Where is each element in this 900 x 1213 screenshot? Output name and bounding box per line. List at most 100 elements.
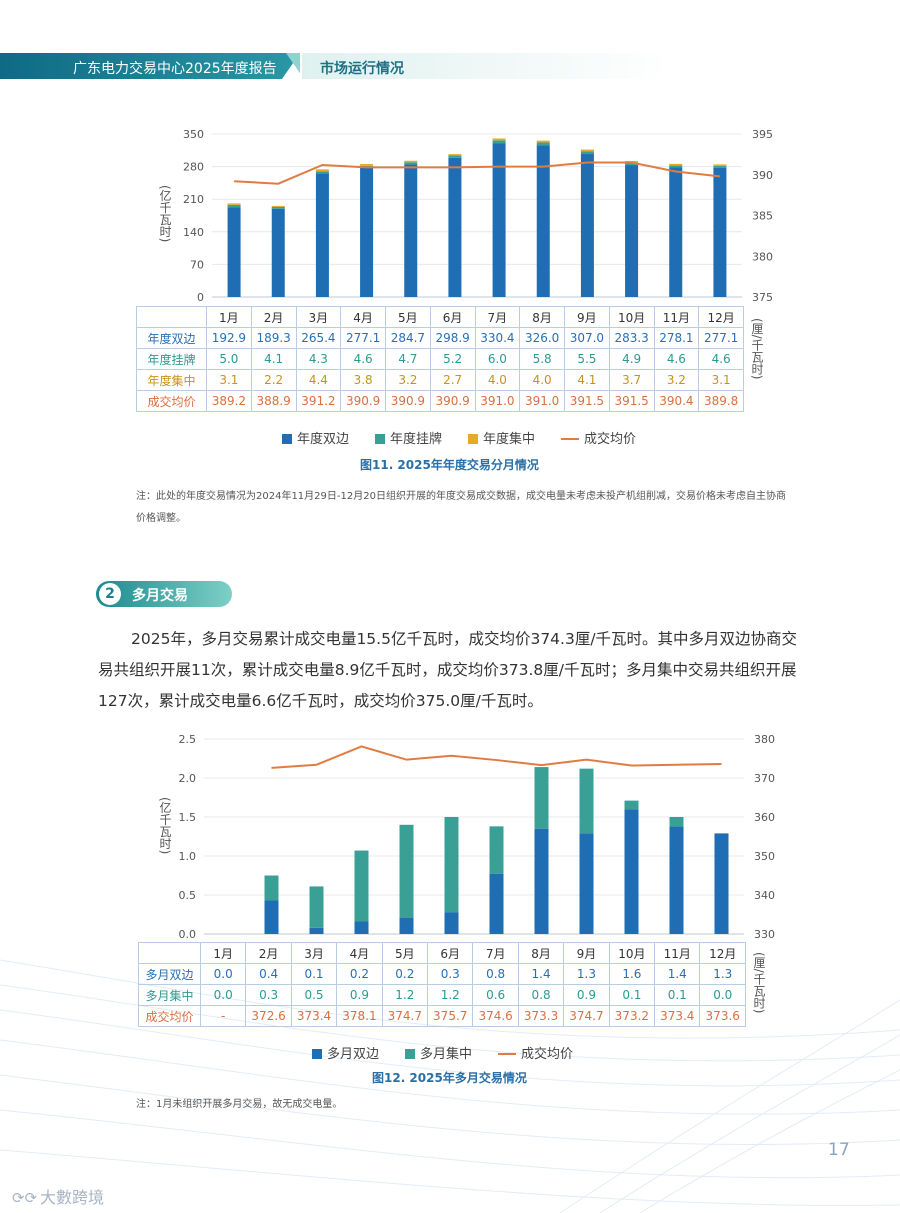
legend-swatch (468, 434, 479, 444)
table-cell: 0.3 (427, 963, 474, 985)
watermark-logo-icon: ⟳⟳ (12, 1189, 38, 1207)
y2-tick-label: 360 (754, 811, 775, 824)
table-cell: 0.0 (699, 984, 746, 1006)
bar-多月双边 (534, 828, 549, 934)
y-tick-label: 0.5 (179, 889, 197, 902)
month-header: 8月 (519, 306, 565, 328)
bar-年度挂牌 (580, 151, 594, 155)
section-number: 2 (99, 583, 121, 605)
table-cell: 0.8 (472, 963, 519, 985)
table-cell: 330.4 (474, 327, 521, 349)
chart1-caption: 图11. 2025年年度交易分月情况 (360, 458, 539, 472)
chart-multi-month: 0.0 0.5 1.0 1.5 2.0 2.5 330 340 350 360 370 380 (179, 733, 776, 941)
table-cell: 278.1 (653, 327, 700, 349)
table-cell: 373.6 (699, 1005, 746, 1027)
table-cell: 390.9 (340, 390, 386, 412)
table-cell: 0.8 (517, 984, 565, 1006)
chart1-right-unit: (厘/千瓦时) (750, 318, 764, 380)
table-cell: 265.4 (295, 327, 342, 349)
table-cell: 372.6 (245, 1005, 292, 1027)
bar-年度双边 (625, 165, 639, 297)
table-cell: 374.7 (381, 1005, 429, 1027)
section-title: 多月交易 (132, 588, 188, 604)
chart2-left-unit: (亿千瓦时) (158, 797, 172, 855)
bar-年度双边 (360, 167, 374, 297)
table-cell: 0.5 (290, 984, 338, 1006)
month-header: 9月 (564, 306, 610, 328)
month-header: 5月 (385, 306, 431, 328)
table-cell: 0.0 (199, 984, 247, 1006)
bar-多月集中 (579, 768, 594, 834)
table-row: 成交均价 -372.6 373.4 378.1 374.7 375.7 374.6 373.3… (138, 1005, 746, 1027)
table-cell: 3.1 (698, 369, 744, 391)
bar-多月集中 (489, 826, 504, 874)
chart1-legend: 年度双边 年度挂牌 年度集中 成交均价 (282, 428, 662, 447)
y-tick-label: 2.0 (179, 772, 197, 785)
chart2-note: 注：1月未组织开展多月交易，故无成交电量。 (136, 1099, 343, 1110)
row-label: 年度双边 (136, 327, 207, 349)
legend-label: 成交均价 (584, 432, 637, 447)
row-label: 年度集中 (136, 369, 207, 391)
table-row: 成交均价 389.2 388.9 391.2 390.9 390.9 390.9 391.0 3… (136, 390, 744, 412)
table-cell: 284.7 (385, 327, 431, 349)
y2-tick-label: 340 (754, 889, 775, 902)
bar-多月双边 (309, 927, 324, 934)
bar-多月集中 (534, 767, 549, 829)
month-header: 7月 (472, 942, 519, 964)
table-cell: 2.7 (429, 369, 476, 391)
bar-多月集中 (669, 817, 684, 827)
month-header: 2月 (250, 306, 297, 328)
y2-tick-label: 380 (752, 250, 773, 263)
section-title-text: 市场运行情况 (320, 61, 404, 77)
chart1-left-unit: (亿千瓦时) (158, 185, 172, 243)
month-header: 3月 (290, 942, 338, 964)
bar-多月集中 (309, 886, 324, 928)
bar-年度挂牌 (669, 165, 683, 168)
table-cell: 390.4 (653, 390, 700, 412)
table-cell: 2.2 (250, 369, 297, 391)
bar-多月双边 (399, 917, 414, 934)
bar-年度挂牌 (315, 171, 329, 174)
section-heading: 2 多月交易 (96, 581, 232, 607)
bar-多月集中 (399, 824, 414, 918)
y2-tick-label: 390 (752, 169, 773, 182)
y2-tick-label: 395 (752, 128, 773, 141)
table-cell: 4.0 (474, 369, 521, 391)
table-cell: 4.6 (653, 348, 700, 370)
bar-年度集中 (271, 205, 285, 207)
table-corner (136, 306, 207, 328)
table-cell: 389.8 (698, 390, 744, 412)
table-cell: 4.1 (564, 369, 610, 391)
table-cell: 3.2 (653, 369, 700, 391)
report-title-text: 广东电力交易中心2025年度报告 (73, 61, 277, 77)
bar-年度双边 (271, 208, 285, 297)
bar-多月双边 (579, 833, 594, 934)
table-row: 多月双边 0.0 0.4 0.1 0.2 0.2 0.3 0.8 1.4 1.3 1.6 1.4 1.3 (138, 963, 746, 985)
line-成交均价 (234, 161, 721, 185)
row-label: 多月集中 (138, 984, 201, 1006)
table-cell: 0.9 (563, 984, 610, 1006)
bar-年度挂牌 (227, 204, 241, 208)
table-cell: 192.9 (206, 327, 252, 349)
table-cell: 4.7 (385, 348, 431, 370)
row-label: 成交均价 (136, 390, 207, 412)
y2-tick-label: 370 (754, 772, 775, 785)
table-cell: 373.4 (290, 1005, 338, 1027)
table-cell: 4.0 (519, 369, 565, 391)
legend-label: 多月双边 (327, 1047, 380, 1062)
table-cell: 391.0 (519, 390, 565, 412)
table-cell: 374.6 (472, 1005, 519, 1027)
bar-多月集中 (624, 800, 639, 810)
bar-多月集中 (264, 875, 279, 901)
watermark-text: 大數跨境 (40, 1188, 105, 1207)
table-corner (138, 942, 201, 964)
table-cell: 326.0 (519, 327, 565, 349)
table-cell: 277.1 (698, 327, 744, 349)
month-header: 7月 (474, 306, 521, 328)
table-cell: 1.3 (699, 963, 746, 985)
table-cell: 1.4 (654, 963, 701, 985)
table-cell: 373.2 (608, 1005, 656, 1027)
table-cell: 283.3 (608, 327, 655, 349)
bar-年度集中 (227, 203, 241, 205)
chart2-right-unit: (厘/千瓦时) (752, 952, 766, 1014)
